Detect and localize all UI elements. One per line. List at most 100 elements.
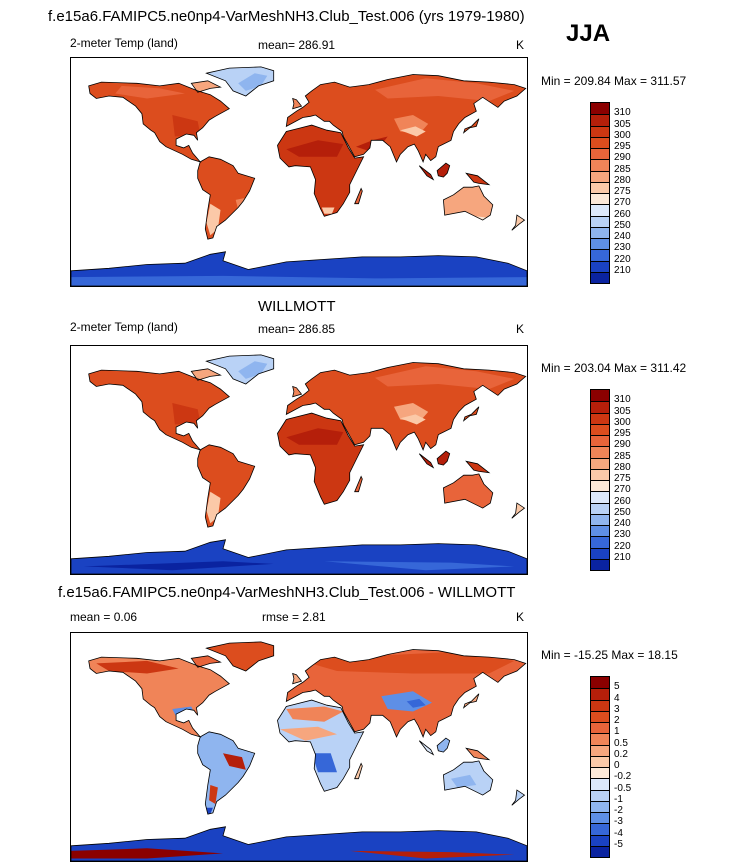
panel3-units: K [516, 610, 525, 624]
value-patch [321, 207, 335, 214]
colorbar-swatch [591, 170, 609, 182]
value-patch [286, 428, 344, 445]
samerica-region [197, 731, 255, 815]
sumatra-region [419, 453, 434, 468]
colorbar-label: 230 [614, 529, 631, 541]
colorbar-swatch [591, 435, 609, 447]
land-fill [71, 354, 527, 574]
land-fill [71, 66, 527, 286]
samerica-coastline [197, 731, 256, 815]
colorbar-swatch [591, 181, 609, 193]
temperature-colorbar-1 [590, 102, 610, 284]
panel3-title: f.e15a6.FAMIPC5.ne0np4-VarMeshNH3.Club_T… [58, 584, 516, 601]
colorbar-swatch [591, 502, 609, 514]
namerica-coastline [88, 656, 230, 738]
colorbar-label: -3 [614, 816, 623, 828]
colorbar-label: 210 [614, 264, 631, 276]
newguinea-region [466, 461, 489, 473]
colorbar-label: 285 [614, 163, 631, 175]
colorbar-label: 310 [614, 394, 631, 406]
greenland-coastline [205, 66, 275, 97]
panel2-mean: mean= 286.85 [258, 322, 336, 336]
colorbar-swatch [591, 249, 609, 261]
sumatra-region [419, 165, 434, 180]
colorbar-label: 3 [614, 703, 620, 715]
colorbar-swatch [591, 125, 609, 137]
panel3-minmax: Min = -15.25 Max = 18.15 [541, 648, 678, 662]
colorbar-label: 4 [614, 692, 620, 704]
colorbar-label: -0.2 [614, 771, 632, 783]
colorbar-label: 0 [614, 760, 620, 771]
value-patch [286, 140, 344, 157]
colorbar-swatch [591, 193, 609, 205]
value-patch [451, 774, 477, 788]
colorbar-swatch [591, 812, 609, 824]
madagascar-coastline [354, 762, 363, 780]
colorbar-swatch [591, 423, 609, 435]
colorbar-swatch [591, 468, 609, 480]
value-patch [286, 706, 344, 722]
greenland-region [206, 641, 274, 671]
value-patch [96, 660, 179, 674]
colorbar-label: 305 [614, 405, 631, 417]
colorbar-swatch [591, 401, 609, 413]
colorbar-swatch [591, 834, 609, 846]
colorbar-label: 295 [614, 141, 631, 152]
value-patch [311, 753, 337, 773]
colorbar-swatch [591, 226, 609, 238]
colorbar-swatch [591, 733, 609, 745]
namerica-region [88, 657, 230, 737]
colorbar-label: 275 [614, 473, 631, 484]
colorbar-label: 250 [614, 506, 631, 518]
colorbar-swatch [591, 767, 609, 779]
africa-region [277, 700, 364, 792]
value-patch [238, 73, 268, 91]
colorbar-label: 295 [614, 428, 631, 439]
land-fill [71, 641, 527, 861]
sumatra-region [419, 740, 434, 755]
panel1-mean: mean= 286.91 [258, 38, 336, 52]
value-patch [406, 698, 426, 708]
borneo-coastline [436, 737, 451, 753]
value-patch [400, 414, 426, 425]
colorbar-swatch [591, 412, 609, 424]
colorbar-label: 240 [614, 231, 631, 242]
colorbar-label: 300 [614, 416, 631, 428]
antarctica-coastline [71, 539, 527, 574]
colorbar-label: 305 [614, 118, 631, 130]
uk-coastline [292, 385, 303, 398]
sumatra-coastline [418, 740, 435, 756]
greenland-coastline [205, 354, 275, 385]
colorbar-swatch [591, 677, 609, 689]
colorbar-swatch [591, 271, 609, 283]
newzealand-coastline [511, 789, 526, 806]
colorbar-swatch [591, 800, 609, 812]
colorbar-label: 0.5 [614, 737, 628, 749]
antarctica-region [71, 539, 527, 574]
panel2-minmax: Min = 203.04 Max = 311.42 [541, 361, 687, 375]
samerica-coastline [197, 156, 256, 240]
colorbar-label: -4 [614, 827, 623, 839]
colorbar-label: -2 [614, 805, 623, 816]
colorbar-swatch [591, 823, 609, 835]
newzealand-coastline [511, 214, 526, 231]
colorbar-swatch [591, 688, 609, 700]
value-patch [115, 85, 185, 99]
coastlines [71, 66, 527, 286]
panel2-units: K [516, 322, 525, 336]
eurasia-coastline [285, 74, 527, 164]
borneo-coastline [436, 450, 451, 466]
japan-coastline [462, 693, 480, 709]
difference-colorbar [590, 676, 610, 858]
value-patch [83, 561, 274, 571]
value-patch [172, 115, 201, 137]
temperature-colorbar-2 [590, 389, 610, 571]
colorbar-label: -5 [614, 838, 623, 850]
value-patch [375, 78, 515, 102]
newguinea-region [466, 748, 489, 760]
colorbar-swatch [591, 260, 609, 272]
africa-coastline [277, 699, 365, 792]
samerica-region [197, 156, 255, 240]
eurasia-coastline [285, 362, 527, 452]
antarctica-coastline [71, 251, 527, 286]
